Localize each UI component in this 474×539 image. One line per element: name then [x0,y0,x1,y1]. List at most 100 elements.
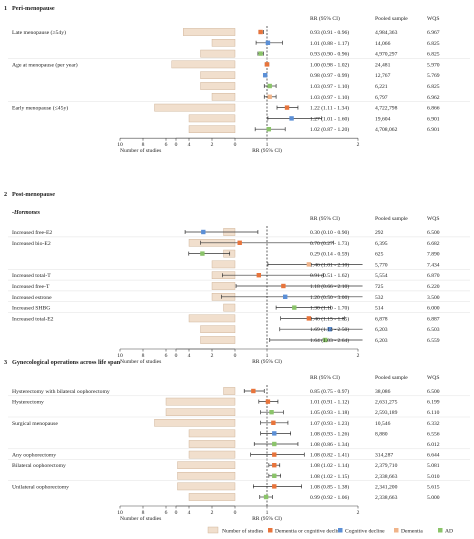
study-count-bar [200,71,236,79]
pooled-sample-value: 4,984,363 [375,30,398,36]
point-estimate-dementia_or_cognitive_decline [284,105,290,110]
point-estimate-dementia_or_cognitive_decline [306,316,312,321]
study-count-bar [200,82,236,90]
panel-title: Peri-menopause [12,5,55,12]
bar-axis-tick-label: 10 [117,510,123,516]
pooled-sample-value: 19,604 [375,116,391,122]
rr-ci-value: 1.69 (1.14 - 2.50) [310,326,349,333]
study-count-bar [177,472,236,480]
study-count-bar [211,282,236,290]
legend-label: Dementia [401,529,423,535]
bar-axis-tick-label: 10 [117,353,123,359]
point-estimate-cognitive_decline [201,229,206,235]
study-count-bar [177,482,236,491]
pooled-sample-value: 38,086 [375,389,391,395]
legend-swatch [268,528,273,533]
wqs-value: 6.332 [427,421,440,427]
wqs-value: 6.825 [427,52,440,58]
rr-axis-tick-label: 0 [175,142,178,148]
wqs-value: 7.434 [427,262,440,268]
rr-axis-tick-label: 2 [357,353,360,359]
column-header-rr: RR (95% CI) [310,374,340,381]
legend-swatch [394,528,399,533]
rr-axis-tick-label: 1 [266,353,269,359]
rr-ci-value: 0.29 (0.14 - 0.59) [310,251,349,258]
study-count-bar [223,387,236,395]
row-label: Increased SHBG [12,306,50,312]
rr-ci-value: 0.99 (0.92 - 1.06) [310,494,349,501]
point-estimate-dementia_or_cognitive_decline [237,240,242,245]
pooled-sample-value: 2,631,275 [375,400,398,406]
study-count-bar [211,92,236,101]
point-estimate-dementia [306,262,312,267]
study-count-bar [154,419,236,427]
point-estimate-dementia_or_cognitive_decline [251,388,256,394]
rr-ci-value: 1.07 (0.93 - 1.23) [310,420,349,427]
wqs-value: 6.199 [427,400,440,406]
study-count-bar [200,325,236,334]
point-estimate-ad [272,473,277,478]
bar-axis-tick-label: 6 [165,353,168,359]
point-estimate-cognitive_decline [272,431,277,436]
bar-axis-tick-label: 4 [188,353,191,359]
study-count-bar [188,450,236,459]
wqs-value: 5.010 [427,474,440,480]
wqs-value: 6.901 [427,116,440,122]
pooled-sample-value: 6,221 [375,84,388,90]
pooled-sample-value: 725 [375,284,384,290]
point-estimate-ad [200,251,205,256]
column-header-sample: Pooled sample [375,16,408,22]
rr-ci-value: 1.64 (1.03 - 2.64) [310,337,349,344]
rr-ci-value: 0.93 (0.90 - 0.96) [310,51,349,58]
bar-axis-label: Number of studies [120,147,161,154]
legend-bar-swatch [207,526,219,534]
legend-bar-label: Number of studies [222,528,263,535]
rr-ci-value: 1.20 (0.50 - 3.00) [310,294,349,301]
pooled-sample-value: 2,593,189 [375,410,398,416]
pooled-sample-value: 625 [375,252,384,258]
rr-ci-value: 1.01 (0.91 - 1.12) [310,399,349,406]
column-header-wqs: WQS [427,16,439,22]
wqs-value: 6.500 [427,230,440,236]
pooled-sample-value: 6,203 [375,338,388,344]
rr-ci-value: 1.08 (0.93 - 1.26) [310,430,349,437]
wqs-value: 6.825 [427,84,440,90]
wqs-value: 6.110 [427,410,440,416]
bar-axis-label: Number of studies [120,358,161,365]
row-label: Increased bio-E2 [12,241,51,247]
rr-axis-tick-label: 0 [175,353,178,359]
pooled-sample-value: 2,379,710 [375,463,398,469]
pooled-sample-value: 532 [375,295,384,301]
point-estimate-ad [269,410,274,415]
study-count-bar [188,429,236,438]
study-count-bar [154,103,236,112]
point-estimate-dementia [267,94,272,99]
wqs-value: 6.887 [427,316,440,322]
pooled-sample-value: 5,770 [375,262,388,268]
wqs-value: 6.825 [427,41,440,47]
legend-swatch [338,528,343,533]
study-count-bar [188,125,236,133]
row-label: Increased total-E2 [12,316,54,322]
wqs-value: 6.556 [427,431,440,437]
study-count-bar [223,303,236,312]
point-estimate-cognitive_decline [265,40,271,45]
pooled-sample-value: 12,767 [375,73,391,79]
point-estimate-ad [267,83,272,89]
point-estimate-dementia_or_cognitive_decline [281,283,286,289]
pooled-sample-value: 24,481 [375,62,391,68]
rr-ci-value: 0.85 (0.75 - 0.97) [310,388,349,395]
row-label: Hysterectomy with bilateral oophorectomy [12,389,110,395]
bar-axis-label: Number of studies [120,515,161,522]
bar-axis-tick-label: 2 [211,142,214,148]
pooled-sample-value: 6,878 [375,316,388,322]
legend-label: AD [445,529,453,535]
rr-ci-value: 1.30 (1.10 - 1.70) [310,305,349,312]
bar-axis-tick-label: 8 [142,142,145,148]
bar-axis-tick-label: 0 [234,510,237,516]
wqs-value: 5.615 [427,484,440,490]
rr-ci-value: 0.93 (0.91 - 0.96) [310,29,349,36]
pooled-sample-value: 292 [375,230,384,236]
wqs-value: 6.866 [427,106,440,112]
bar-axis-tick-label: 4 [188,510,191,516]
